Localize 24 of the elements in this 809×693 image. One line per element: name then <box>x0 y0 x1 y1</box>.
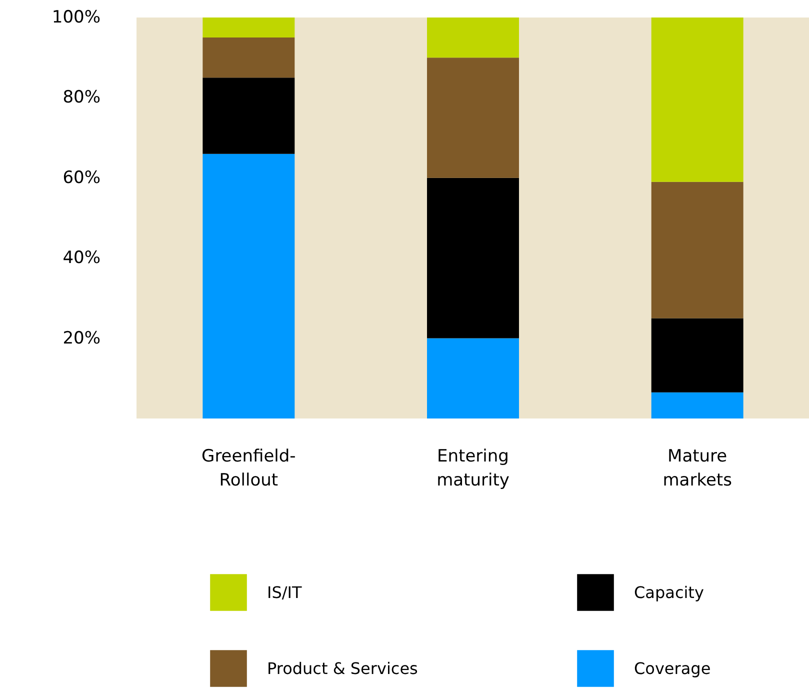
bar <box>427 338 519 418</box>
bar <box>651 318 744 392</box>
bar <box>427 178 519 338</box>
bar <box>202 154 295 418</box>
bar <box>202 18 295 38</box>
bar <box>202 38 295 78</box>
bar <box>427 18 519 58</box>
bar <box>651 392 744 418</box>
legend-label: Coverage <box>634 658 711 678</box>
y-tick-label: 40% <box>62 248 101 268</box>
legend-label: Capacity <box>634 582 704 602</box>
bar <box>651 18 744 182</box>
legend-label: IS/IT <box>267 582 302 602</box>
x-tick-label: Greenfield- Rollout <box>202 446 296 490</box>
y-tick-label: 100% <box>52 8 101 28</box>
x-tick-label: Entering maturity <box>436 446 510 490</box>
legend-label: Product & Services <box>267 658 418 678</box>
x-tick-label: Mature markets <box>662 446 732 490</box>
y-tick-label: 80% <box>62 88 101 108</box>
bar <box>651 182 744 318</box>
bar <box>427 58 519 178</box>
bar <box>202 78 295 154</box>
y-tick-label: 60% <box>62 168 101 188</box>
y-tick-label: 20% <box>62 328 101 348</box>
